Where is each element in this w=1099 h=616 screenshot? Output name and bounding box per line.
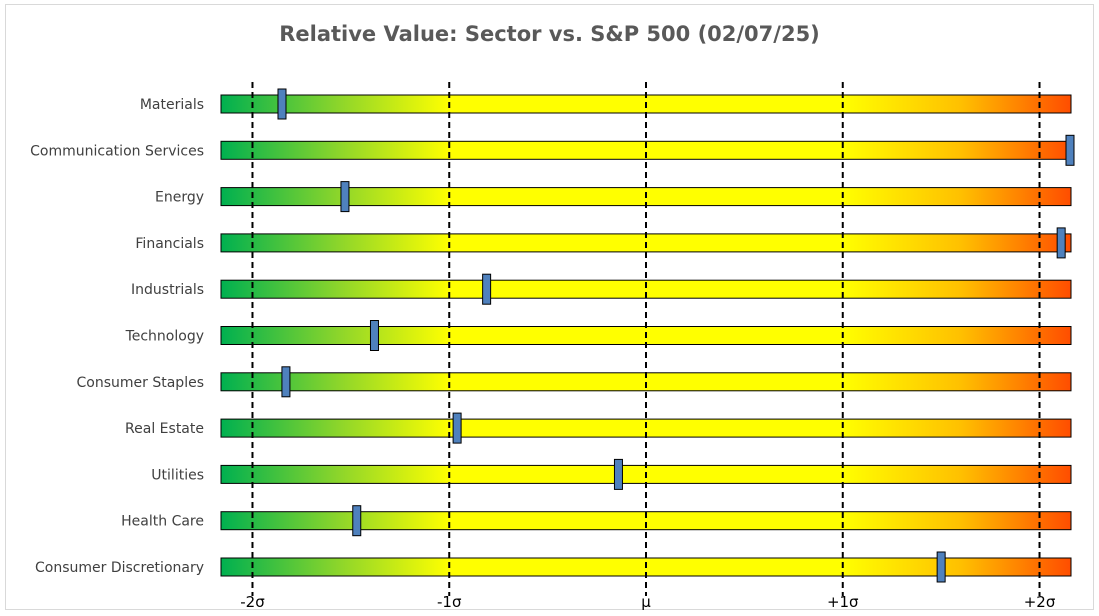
- marker-financials: [1056, 227, 1066, 259]
- marker-consumer-discretionary: [936, 551, 946, 583]
- category-label-real-estate: Real Estate: [125, 421, 204, 437]
- tick-label-1: -1σ: [437, 593, 462, 611]
- category-label-industrials: Industrials: [131, 282, 204, 298]
- category-label-financials: Financials: [135, 236, 204, 252]
- chart-title: Relative Value: Sector vs. S&P 500 (02/0…: [279, 22, 820, 46]
- marker-industrials: [482, 273, 492, 305]
- marker-health-care: [352, 505, 362, 537]
- sigma-lines-layer: [251, 82, 1041, 596]
- tick-label-4: +2σ: [1024, 593, 1056, 611]
- marker-energy: [340, 181, 350, 213]
- marker-communication-services: [1065, 134, 1075, 166]
- markers-layer: [277, 88, 1075, 583]
- category-label-consumer-staples: Consumer Staples: [77, 375, 204, 391]
- tick-labels-layer: -2σ -1σ μ +1σ +2σ: [240, 593, 1056, 611]
- marker-utilities: [613, 458, 623, 490]
- category-label-technology: Technology: [125, 329, 204, 345]
- tick-label-3: +1σ: [827, 593, 859, 611]
- category-labels-layer: Materials Communication Services Energy Fin…: [30, 97, 204, 576]
- marker-materials: [277, 88, 287, 120]
- marker-consumer-staples: [281, 366, 291, 398]
- tick-label-2: μ: [641, 593, 651, 611]
- marker-real-estate: [452, 412, 462, 444]
- marker-technology: [369, 320, 379, 351]
- category-label-consumer-discretionary: Consumer Discretionary: [35, 560, 204, 576]
- bar-industrials: [220, 279, 1072, 299]
- category-label-energy: Energy: [155, 190, 204, 206]
- bar-health-care: [220, 511, 1072, 531]
- category-label-utilities: Utilities: [151, 467, 204, 483]
- category-label-health-care: Health Care: [121, 514, 204, 530]
- category-label-communication-services: Communication Services: [30, 143, 204, 159]
- category-label-materials: Materials: [140, 97, 204, 113]
- tick-label-0: -2σ: [240, 593, 265, 611]
